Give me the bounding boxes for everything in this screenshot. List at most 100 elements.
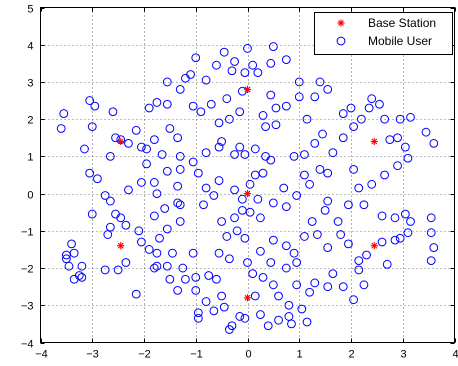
mobile-user-point <box>193 313 203 323</box>
mobile-user-point <box>362 250 371 260</box>
mobile-user-point <box>93 174 102 184</box>
mobile-user-point <box>209 306 219 316</box>
mobile-user-point <box>137 237 146 247</box>
mobile-user-point <box>302 317 312 327</box>
mobile-user-point <box>186 70 195 79</box>
mobile-user-point <box>245 207 255 217</box>
mobile-user-point <box>152 98 162 107</box>
base-station-point <box>117 242 125 250</box>
mobile-user-point <box>421 127 431 137</box>
mobile-user-point <box>201 297 211 306</box>
mobile-user-point <box>100 265 110 275</box>
base-station-point <box>370 137 378 146</box>
x-tick-label: −3 <box>86 349 99 361</box>
x-tick-label: −2 <box>138 349 151 361</box>
mobile-user-point <box>121 220 131 230</box>
mobile-user-point <box>77 261 87 271</box>
mobile-user-point <box>377 211 387 221</box>
mobile-user-point <box>175 84 185 94</box>
mobile-user-point <box>230 213 239 223</box>
mobile-user-point <box>162 261 172 271</box>
mobile-user-point <box>193 308 203 318</box>
mobile-user-point <box>279 183 289 193</box>
mobile-user-point <box>144 103 154 113</box>
mobile-user-point <box>338 109 348 118</box>
mobile-user-point <box>87 209 97 219</box>
mobile-user-point <box>274 291 283 301</box>
mobile-user-point <box>149 263 159 273</box>
mobile-user-point <box>116 213 126 223</box>
mobile-user-point <box>206 99 216 109</box>
mobile-user-point <box>403 153 413 163</box>
mobile-user-point <box>359 280 369 290</box>
mobile-user-point <box>315 77 325 87</box>
mobile-user-point <box>162 166 172 176</box>
mobile-user-point <box>209 191 219 200</box>
y-tick-label: −1 <box>21 227 34 239</box>
x-tick-label: 3 <box>400 349 406 361</box>
mobile-user-point <box>268 198 278 208</box>
mobile-user-point <box>240 68 250 78</box>
mobile-user-point <box>274 315 283 325</box>
mobile-user-point <box>181 274 190 284</box>
legend: Base Station Mobile User <box>314 12 453 55</box>
mobile-user-point <box>212 274 221 284</box>
mobile-user-point <box>217 291 227 301</box>
mobile-user-point <box>281 241 291 251</box>
mobile-user-point <box>364 103 374 113</box>
mobile-user-point <box>131 125 141 135</box>
mobile-user-point <box>69 248 79 258</box>
mobile-user-point <box>323 84 333 94</box>
base-station-point <box>243 85 252 93</box>
y-tick-label: −3 <box>21 301 34 313</box>
mobile-user-point <box>235 142 245 152</box>
mobile-user-point <box>240 313 250 323</box>
mobile-user-point <box>201 148 211 158</box>
mobile-user-point <box>188 101 198 111</box>
mobile-user-point <box>199 200 208 210</box>
mobile-user-point <box>261 122 271 132</box>
mobile-user-point <box>144 245 154 254</box>
mobile-user-point <box>328 269 338 279</box>
x-tick-label: 4 <box>452 349 458 361</box>
mobile-user-point <box>142 144 151 154</box>
mobile-user-point <box>403 228 413 238</box>
mobile-user-point <box>201 183 211 193</box>
mobile-user-point <box>105 151 115 161</box>
mobile-user-point <box>266 155 276 165</box>
x-tick-label: 1 <box>296 349 302 361</box>
mobile-user-point <box>429 243 439 252</box>
mobile-user-point <box>217 217 227 226</box>
mobile-user-point <box>390 235 400 245</box>
mobile-user-point <box>354 183 364 193</box>
mobile-user-point <box>224 254 234 264</box>
mobile-user-point <box>256 246 265 256</box>
mobile-user-point <box>152 189 162 199</box>
mobile-user-point <box>142 159 151 169</box>
mobile-user-point <box>237 205 247 215</box>
mobile-user-point <box>214 118 224 128</box>
mobile-user-point <box>429 138 439 148</box>
mobile-user-point <box>134 226 144 236</box>
mobile-user-point <box>90 101 100 111</box>
mobile-user-point <box>173 133 183 143</box>
mobile-user-point <box>103 230 113 239</box>
legend-star-icon <box>337 19 345 27</box>
mobile-user-point <box>80 144 89 154</box>
base-station-point <box>243 190 252 198</box>
mobile-user-point <box>292 191 302 200</box>
mobile-user-point <box>263 321 273 331</box>
mobile-user-point <box>380 170 390 180</box>
mobile-user-point <box>305 287 315 297</box>
mobile-user-point <box>289 151 299 161</box>
mobile-user-point <box>235 107 245 117</box>
mobile-user-point <box>300 232 309 241</box>
mobile-user-point <box>105 222 115 232</box>
y-tick-label: 0 <box>27 190 33 202</box>
mobile-user-point <box>248 269 258 279</box>
mobile-user-point <box>312 230 322 239</box>
legend-marker-mobile-user <box>336 36 346 46</box>
mobile-user-point <box>349 122 358 132</box>
mobile-user-point <box>232 226 242 236</box>
